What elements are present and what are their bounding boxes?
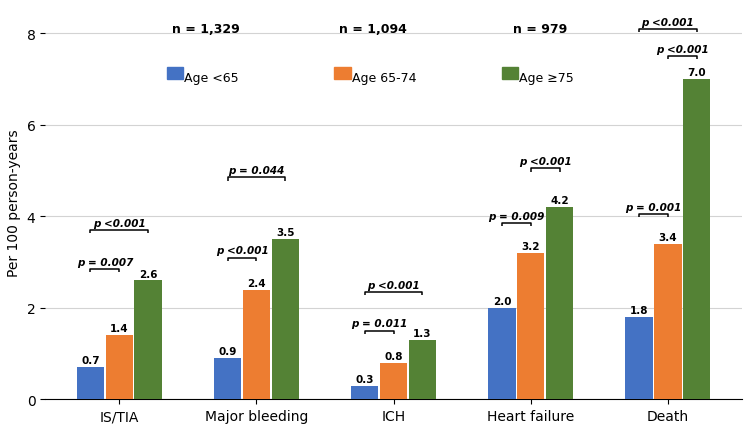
Text: 3.5: 3.5 [276, 228, 294, 238]
Text: 7.0: 7.0 [688, 68, 706, 78]
Bar [77, 368, 104, 399]
Text: n = 979: n = 979 [513, 23, 567, 36]
Text: Age <65: Age <65 [184, 72, 239, 85]
Text: 0.7: 0.7 [81, 356, 100, 365]
Text: p <0.001: p <0.001 [216, 246, 268, 256]
Bar [654, 244, 682, 399]
Text: 3.2: 3.2 [521, 242, 540, 252]
Text: 0.9: 0.9 [219, 347, 237, 356]
Bar [272, 240, 299, 399]
Bar [625, 317, 653, 399]
Text: 0.8: 0.8 [384, 351, 403, 361]
Bar [134, 281, 162, 399]
Bar [546, 208, 573, 399]
Y-axis label: Per 100 person-years: Per 100 person-years [7, 129, 21, 277]
Text: 3.4: 3.4 [658, 233, 677, 243]
Text: p = 0.007: p = 0.007 [76, 257, 133, 267]
Bar [214, 358, 241, 399]
Text: p <0.001: p <0.001 [93, 218, 145, 228]
Text: n = 1,094: n = 1,094 [339, 23, 407, 36]
Text: 1.3: 1.3 [413, 328, 431, 338]
Bar [351, 386, 378, 399]
Text: Age ≥75: Age ≥75 [519, 72, 574, 85]
Text: 2.0: 2.0 [493, 296, 511, 306]
Text: p <0.001: p <0.001 [656, 45, 709, 55]
Text: p <0.001: p <0.001 [519, 157, 571, 167]
Text: 1.8: 1.8 [630, 305, 649, 316]
Text: 2.4: 2.4 [247, 278, 266, 288]
Text: p <0.001: p <0.001 [367, 280, 420, 290]
Bar [243, 290, 270, 399]
Text: 4.2: 4.2 [551, 196, 568, 206]
Text: p = 0.009: p = 0.009 [488, 212, 545, 221]
Text: p = 0.011: p = 0.011 [351, 319, 407, 329]
Bar [488, 308, 515, 399]
Text: n = 1,329: n = 1,329 [172, 23, 239, 36]
Bar [409, 340, 436, 399]
Bar [106, 335, 133, 399]
Text: p <0.001: p <0.001 [641, 18, 694, 28]
Text: 0.3: 0.3 [356, 374, 374, 384]
Text: p = 0.001: p = 0.001 [625, 203, 682, 212]
Text: 2.6: 2.6 [139, 269, 157, 279]
Text: 1.4: 1.4 [110, 324, 129, 334]
Bar [683, 80, 710, 399]
Text: p = 0.044: p = 0.044 [228, 166, 285, 176]
Bar [517, 253, 545, 399]
Bar [167, 68, 184, 80]
Bar [380, 363, 407, 399]
Text: Age 65-74: Age 65-74 [352, 72, 416, 85]
Bar [334, 68, 351, 80]
Bar [502, 68, 518, 80]
